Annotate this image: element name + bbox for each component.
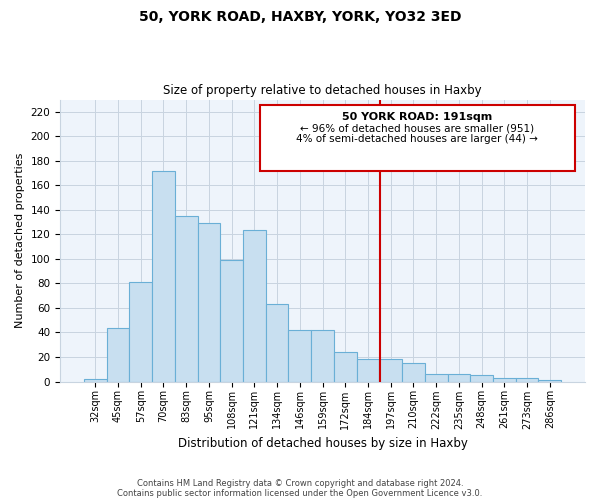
Y-axis label: Number of detached properties: Number of detached properties	[15, 153, 25, 328]
Bar	[220, 260, 243, 382]
Bar	[493, 378, 515, 382]
Title: Size of property relative to detached houses in Haxby: Size of property relative to detached ho…	[163, 84, 482, 97]
Text: 50, YORK ROAD, HAXBY, YORK, YO32 3ED: 50, YORK ROAD, HAXBY, YORK, YO32 3ED	[139, 10, 461, 24]
Bar	[402, 363, 425, 382]
Bar	[425, 374, 448, 382]
Text: ← 96% of detached houses are smaller (951): ← 96% of detached houses are smaller (95…	[300, 124, 534, 134]
Bar	[356, 360, 379, 382]
Bar	[175, 216, 197, 382]
Bar	[538, 380, 561, 382]
Bar	[311, 330, 334, 382]
Bar	[130, 282, 152, 382]
Bar	[515, 378, 538, 382]
Bar	[152, 170, 175, 382]
Bar	[448, 374, 470, 382]
Text: Contains HM Land Registry data © Crown copyright and database right 2024.: Contains HM Land Registry data © Crown c…	[137, 478, 463, 488]
X-axis label: Distribution of detached houses by size in Haxby: Distribution of detached houses by size …	[178, 437, 467, 450]
Bar	[197, 224, 220, 382]
Bar	[243, 230, 266, 382]
FancyBboxPatch shape	[260, 105, 575, 172]
Bar	[470, 376, 493, 382]
Bar	[334, 352, 356, 382]
Text: Contains public sector information licensed under the Open Government Licence v3: Contains public sector information licen…	[118, 488, 482, 498]
Bar	[266, 304, 289, 382]
Text: 4% of semi-detached houses are larger (44) →: 4% of semi-detached houses are larger (4…	[296, 134, 538, 144]
Text: 50 YORK ROAD: 191sqm: 50 YORK ROAD: 191sqm	[342, 112, 492, 122]
Bar	[107, 328, 130, 382]
Bar	[84, 379, 107, 382]
Bar	[289, 330, 311, 382]
Bar	[379, 360, 402, 382]
